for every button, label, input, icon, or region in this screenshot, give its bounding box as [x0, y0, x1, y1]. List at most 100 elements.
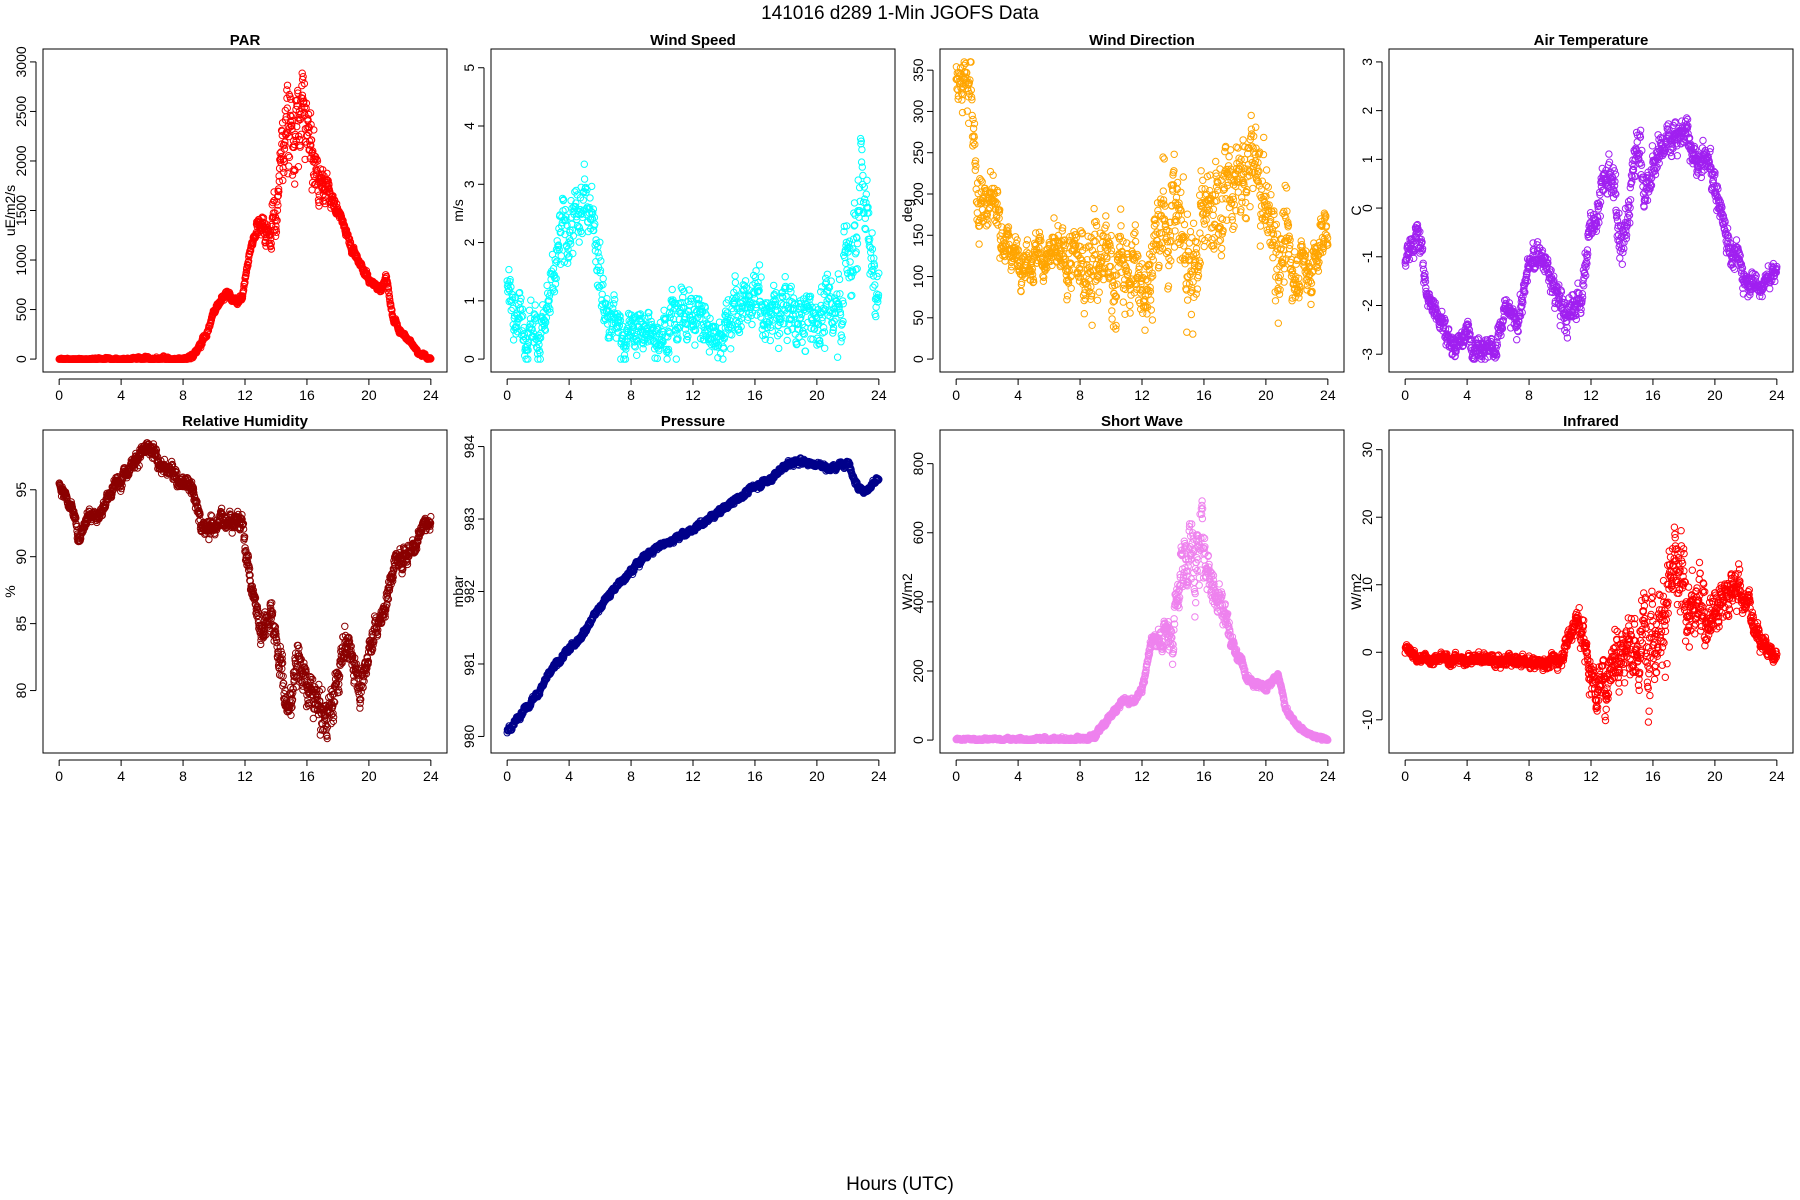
data-point — [304, 110, 313, 119]
data-point — [315, 202, 323, 210]
data-point — [273, 206, 282, 215]
x-tick-label: 16 — [299, 387, 315, 403]
data-point — [267, 239, 275, 248]
y-tick-label: 4 — [461, 122, 477, 130]
data-point — [324, 176, 332, 185]
data-point — [242, 268, 251, 276]
x-tick-label: 0 — [55, 387, 63, 403]
y-tick-label: 5 — [461, 64, 477, 72]
data-point — [259, 214, 268, 222]
x-tick-label: 4 — [1014, 387, 1022, 403]
data-point — [275, 177, 283, 186]
y-tick-label: 350 — [910, 58, 926, 82]
x-tick-label: 12 — [1583, 387, 1599, 403]
y-tick-label: -3 — [1359, 348, 1375, 361]
x-tick-label: 12 — [685, 387, 701, 403]
x-tick-label: 8 — [1525, 387, 1533, 403]
y-tick-label: 0 — [1359, 204, 1375, 212]
data-point — [323, 169, 331, 178]
data-point — [313, 157, 322, 165]
data-point — [279, 176, 287, 185]
plot-frame — [42, 48, 448, 373]
x-tick-label: 0 — [1401, 387, 1409, 403]
y-tick-label: 100 — [910, 265, 926, 289]
data-point — [294, 117, 302, 125]
panel-title: Air Temperature — [1534, 32, 1649, 49]
x-tick-label: 8 — [627, 387, 635, 403]
y-tick-label: 2 — [461, 238, 477, 246]
data-point — [292, 136, 300, 145]
x-tick-label: 24 — [1320, 387, 1336, 403]
data-point — [294, 163, 303, 171]
y-tick-label: 2500 — [13, 96, 29, 127]
y-tick-label: -1 — [1359, 250, 1375, 263]
data-point — [294, 86, 302, 95]
x-tick-label: 4 — [117, 387, 125, 403]
data-series — [55, 69, 435, 363]
data-point — [291, 180, 299, 188]
data-point — [301, 155, 309, 164]
data-point — [307, 136, 316, 144]
data-point — [283, 81, 292, 90]
y-tick-label: 200 — [910, 182, 926, 206]
x-tick-label: 4 — [1463, 387, 1471, 403]
x-tick-label: 16 — [1196, 387, 1212, 403]
data-point — [287, 112, 295, 121]
data-point — [280, 157, 288, 166]
data-point — [267, 245, 276, 253]
panel-title: Wind Speed — [650, 32, 736, 49]
x-tick-label: 0 — [952, 387, 960, 403]
x-tick-label: 12 — [1134, 387, 1150, 403]
data-point — [271, 209, 279, 217]
data-point — [244, 262, 252, 270]
y-tick-label: 500 — [13, 298, 29, 322]
y-tick-label: 1500 — [13, 195, 29, 226]
data-point — [238, 292, 247, 300]
y-tick-label: 3000 — [13, 46, 29, 77]
data-point — [280, 168, 288, 177]
panel-title: PAR — [230, 32, 261, 49]
data-point — [344, 230, 352, 239]
x-tick-label: 4 — [565, 387, 573, 403]
data-point — [296, 143, 304, 151]
x-tick-label: 8 — [1076, 387, 1084, 403]
data-point — [299, 73, 307, 81]
x-tick-label: 0 — [503, 387, 511, 403]
x-tick-label: 16 — [1645, 387, 1661, 403]
y-tick-label: 1 — [1359, 155, 1375, 163]
y-tick-label: 3 — [461, 180, 477, 188]
data-point — [276, 149, 284, 157]
x-tick-label: 20 — [809, 387, 825, 403]
x-tick-label: 24 — [1769, 387, 1785, 403]
data-point — [282, 113, 290, 121]
data-point — [275, 187, 283, 196]
data-point — [284, 152, 293, 160]
x-tick-label: 12 — [237, 387, 253, 403]
y-tick-label: 1000 — [13, 244, 29, 275]
y-tick-label: 1 — [461, 297, 477, 305]
y-tick-label: 3 — [1359, 58, 1375, 66]
data-point — [197, 344, 205, 352]
figure-title: 141016 d289 1-Min JGOFS Data — [761, 3, 1039, 24]
data-point — [295, 132, 303, 141]
data-point — [302, 99, 311, 108]
y-tick-label: 150 — [910, 223, 926, 247]
x-tick-label: 16 — [747, 387, 763, 403]
data-point — [281, 138, 289, 146]
data-point — [342, 226, 351, 234]
data-point — [273, 216, 281, 225]
y-tick-label: 2 — [1359, 107, 1375, 115]
panel-title: Wind Direction — [1089, 32, 1195, 49]
y-tick-label: 50 — [910, 310, 926, 326]
x-tick-label: 20 — [361, 387, 377, 403]
data-point — [306, 109, 315, 117]
data-point — [300, 79, 309, 88]
data-point — [274, 201, 282, 209]
y-tick-label: 250 — [910, 141, 926, 165]
y-tick-label: 0 — [910, 355, 926, 363]
data-point — [283, 104, 291, 112]
data-point — [272, 228, 281, 237]
